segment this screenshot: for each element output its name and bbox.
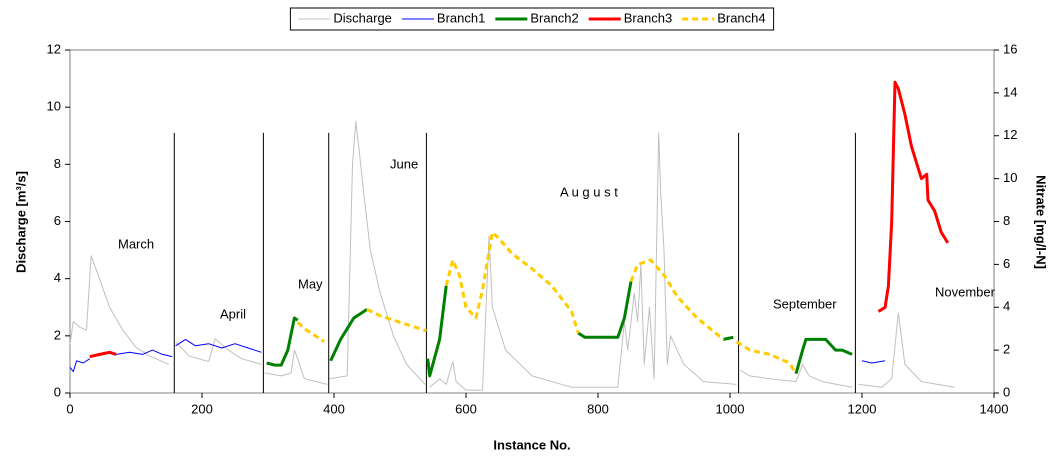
x-tick-label: 1200 <box>848 401 877 416</box>
series-line <box>69 121 955 391</box>
legend-label: Branch1 <box>437 10 485 25</box>
legend: Discharge Branch1 Branch2 Branch3 Branch4 <box>289 7 775 31</box>
y2-tick-label: 10 <box>1003 170 1017 185</box>
y2-tick-label: 16 <box>1003 41 1017 56</box>
series-line <box>69 338 886 373</box>
annotation: September <box>773 296 837 311</box>
annotation: March <box>118 236 154 251</box>
legend-label: Branch3 <box>624 10 672 25</box>
y2-tick-label: 2 <box>1003 342 1010 357</box>
x-tick-label: 600 <box>455 401 477 416</box>
x-tick-label: 0 <box>66 401 73 416</box>
y2-tick-label: 6 <box>1003 256 1010 271</box>
y-tick-label: 6 <box>54 213 61 228</box>
annotation: June <box>390 156 418 171</box>
y2-tick-label: 12 <box>1003 127 1017 142</box>
annotation: May <box>298 276 323 291</box>
x-axis-label: Instance No. <box>493 437 570 452</box>
x-tick-label: 800 <box>587 401 609 416</box>
y2-tick-label: 14 <box>1003 84 1017 99</box>
legend-label: Branch4 <box>717 10 765 25</box>
annotation: April <box>220 306 246 321</box>
y-tick-label: 8 <box>54 156 61 171</box>
y-axis-label: Discharge [m³/s] <box>13 171 28 273</box>
series-line <box>89 80 950 359</box>
y2-tick-label: 8 <box>1003 213 1010 228</box>
legend-label: Discharge <box>333 10 392 25</box>
y-tick-label: 12 <box>47 41 61 56</box>
annotation: November <box>935 284 996 299</box>
legend-box <box>289 7 775 31</box>
y2-tick-label: 4 <box>1003 299 1010 314</box>
y-tick-label: 0 <box>54 384 61 399</box>
y2-tick-label: 0 <box>1003 384 1010 399</box>
annotation: A u g u s t <box>560 184 618 199</box>
y2-axis-label: Nitrate [mg/l-N] <box>1034 175 1049 269</box>
x-tick-label: 400 <box>323 401 345 416</box>
y-tick-label: 2 <box>54 327 61 342</box>
series-line <box>266 281 853 378</box>
x-tick-label: 1000 <box>716 401 745 416</box>
series-line <box>296 230 798 375</box>
y-tick-label: 4 <box>54 270 61 285</box>
x-tick-label: 1400 <box>980 401 1009 416</box>
legend-label: Branch2 <box>530 10 578 25</box>
y-tick-label: 10 <box>47 99 61 114</box>
x-tick-label: 200 <box>191 401 213 416</box>
